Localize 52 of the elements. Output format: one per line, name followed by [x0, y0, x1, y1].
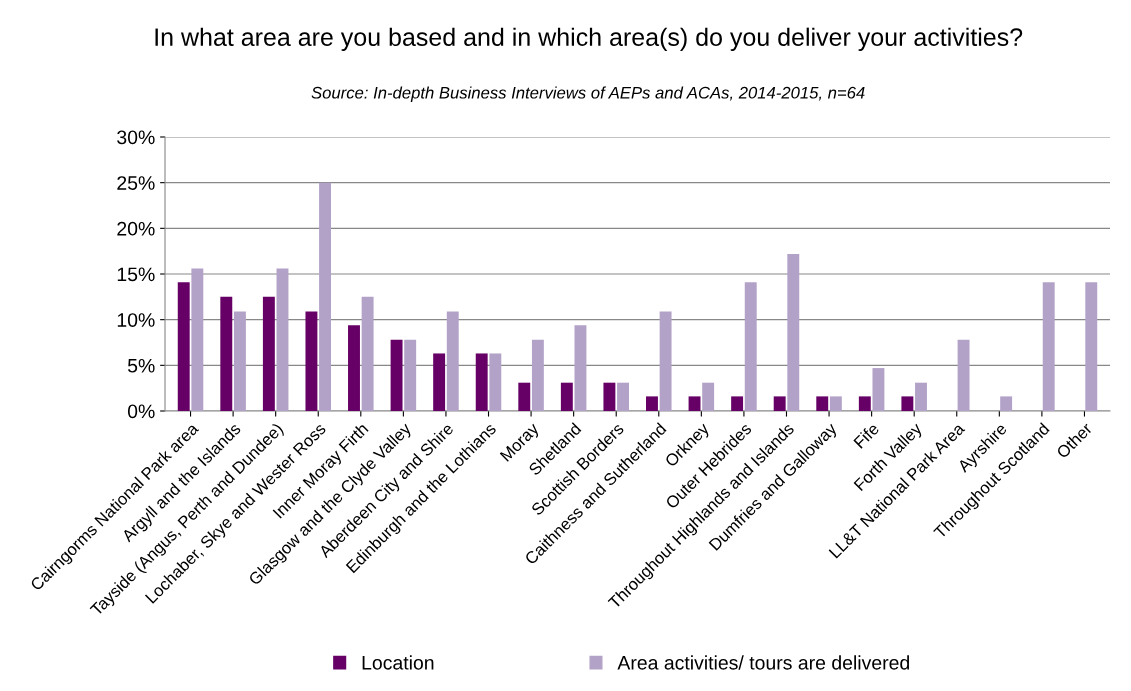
bar [1085, 282, 1098, 411]
legend-label: Area activities/ tours are delivered [617, 655, 909, 670]
bar [659, 311, 672, 411]
bar [617, 382, 629, 411]
bar [1000, 396, 1013, 411]
bar [646, 396, 658, 411]
bar [787, 253, 800, 411]
bar [816, 396, 829, 411]
bar [475, 353, 488, 411]
bar [276, 268, 289, 411]
bar [915, 382, 927, 411]
bar [220, 296, 233, 411]
bar [531, 339, 544, 411]
bar [305, 311, 318, 411]
bar [348, 325, 360, 411]
bar [858, 396, 871, 411]
y-tick-label: 5% [127, 358, 155, 373]
bar [390, 339, 403, 411]
bar [560, 382, 573, 411]
bar [829, 396, 842, 411]
y-tick-label: 30% [117, 130, 155, 145]
bar [404, 339, 417, 411]
chart-title: In what area are you based and in which area(s) do you deliver your activities? [155, 27, 1023, 51]
y-tick-label: 25% [117, 176, 155, 190]
bar [603, 382, 616, 411]
y-tick-label: 10% [117, 313, 155, 327]
bar [361, 296, 374, 411]
bar [744, 282, 757, 411]
bar [191, 268, 204, 411]
bar [957, 339, 970, 411]
bar [319, 182, 332, 411]
bar [731, 396, 744, 411]
bar [177, 282, 190, 411]
chart-subtitle: Source: In-depth Business Interviews of AEPs and ACAs, 2014-2015, n=64 [311, 86, 865, 102]
y-tick-label: 15% [117, 267, 155, 282]
bar [433, 353, 446, 411]
y-tick-label: 0% [127, 404, 155, 419]
bar [574, 325, 587, 411]
bar [872, 368, 885, 411]
bar [446, 311, 459, 411]
bar [489, 353, 502, 411]
bar [518, 382, 531, 411]
bar [688, 396, 701, 411]
bar [1042, 282, 1055, 411]
bar [901, 396, 914, 411]
legend-label: Location [362, 655, 434, 670]
y-tick-label: 20% [117, 221, 155, 236]
x-tick-label: Fife [852, 421, 880, 449]
bar [773, 396, 786, 411]
bar [233, 311, 246, 411]
bar [262, 296, 275, 411]
bar [702, 382, 715, 411]
